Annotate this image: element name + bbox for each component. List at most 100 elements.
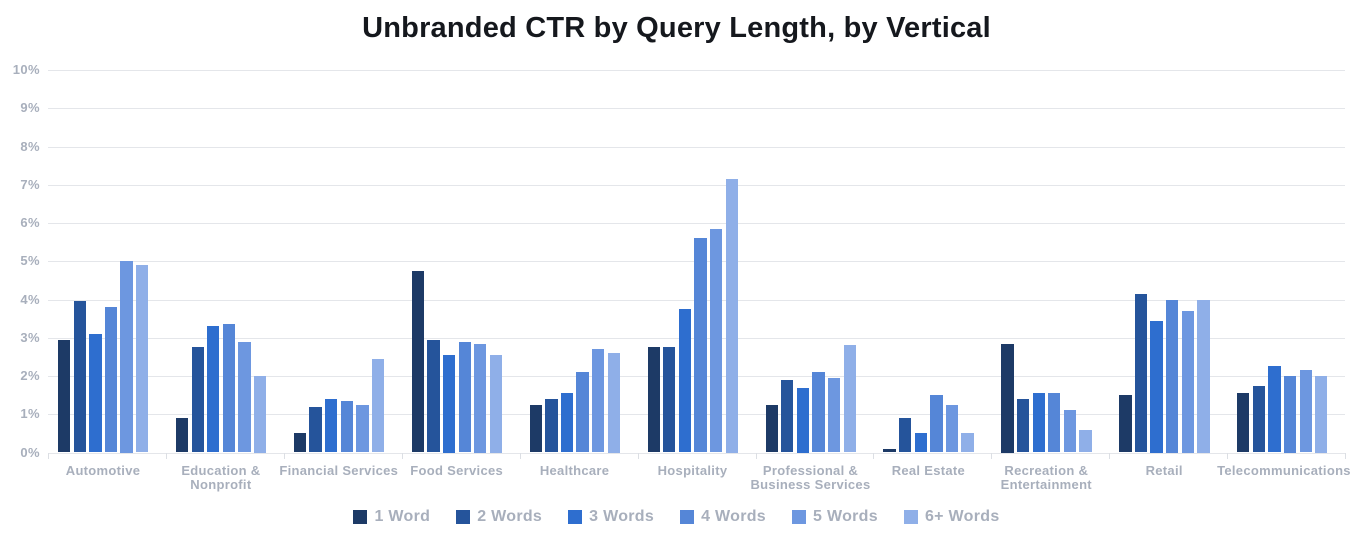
bar — [89, 333, 102, 453]
y-axis-tick-label: 8% — [20, 138, 40, 154]
y-axis-tick-label: 10% — [12, 62, 40, 77]
bar — [945, 404, 959, 453]
legend-item: 3 Words — [568, 508, 654, 526]
bar — [58, 339, 71, 453]
y-axis-tick-label: 4% — [20, 291, 40, 307]
x-axis-category-label: Professional & Business Services — [750, 462, 871, 492]
legend-label: 3 Words — [589, 508, 655, 525]
y-axis-tick-label: 0% — [20, 444, 40, 460]
x-axis-category-label: Telecommunications — [1217, 462, 1351, 478]
bar — [1252, 385, 1266, 453]
x-axis-tick — [283, 452, 285, 459]
y-axis-tick-label: 2% — [20, 368, 40, 383]
bar — [207, 326, 220, 453]
bar — [709, 228, 723, 453]
bar — [104, 307, 118, 453]
gridline — [48, 184, 1345, 186]
bar — [843, 345, 856, 453]
bar — [411, 270, 425, 453]
legend-item: 5 Words — [792, 508, 878, 526]
bar — [694, 238, 707, 453]
bar — [191, 347, 204, 453]
bar — [1166, 299, 1179, 453]
legend-item: 2 Words — [456, 508, 542, 526]
legend-item: 6+ Words — [903, 508, 1000, 526]
y-axis-tick-label: 6% — [20, 215, 40, 230]
x-axis-category-label: Real Estate — [891, 462, 966, 478]
bar — [1315, 376, 1328, 453]
x-axis-category-label: Healthcare — [539, 462, 610, 478]
legend-label: 4 Words — [701, 508, 767, 525]
bar — [961, 433, 974, 453]
bar — [120, 261, 133, 453]
gridline — [48, 108, 1345, 110]
x-axis-tick — [519, 452, 521, 459]
bar — [1299, 370, 1312, 453]
bar — [253, 376, 267, 453]
legend-swatch-icon — [456, 510, 471, 524]
x-axis-category-label: Recreation & Entertainment — [1000, 462, 1092, 492]
x-axis-tick — [1227, 452, 1229, 459]
bar — [325, 398, 338, 453]
x-axis-tick — [991, 452, 993, 459]
bar — [560, 393, 574, 453]
bar — [1181, 311, 1194, 453]
bar — [678, 309, 692, 453]
bar — [1032, 393, 1045, 453]
y-axis-tick-label: 1% — [20, 406, 40, 422]
bar — [576, 372, 589, 453]
bar — [796, 387, 810, 453]
bar — [812, 372, 825, 453]
legend-label: 2 Words — [477, 508, 543, 525]
bar — [1237, 393, 1250, 453]
legend-item: 1 Word — [353, 508, 430, 526]
x-axis-category-label: Automotive — [65, 462, 141, 478]
bar — [175, 418, 189, 453]
bar — [647, 347, 660, 453]
x-axis-tick — [1109, 452, 1111, 459]
bar — [725, 179, 738, 453]
legend-item: 4 Words — [680, 508, 766, 526]
bar — [529, 404, 542, 453]
x-axis-tick — [873, 452, 875, 459]
bar — [474, 343, 487, 453]
legend-label: 1 Word — [374, 508, 431, 525]
bar — [1063, 410, 1077, 453]
gridline — [48, 70, 1345, 71]
x-axis-tick — [755, 452, 757, 459]
x-axis-tick — [637, 452, 639, 459]
bar — [930, 395, 943, 453]
x-axis-category-label: Retail — [1145, 462, 1183, 478]
x-axis-tick — [1345, 452, 1346, 459]
bar — [1134, 293, 1148, 453]
legend-swatch-icon — [568, 510, 583, 524]
x-axis-tick — [401, 452, 403, 459]
bar — [781, 379, 794, 453]
bar — [458, 341, 471, 453]
bar — [309, 406, 322, 453]
y-axis-tick-label: 7% — [20, 176, 40, 192]
legend-label: 5 Words — [813, 508, 878, 525]
bar — [222, 324, 236, 453]
legend-swatch-icon — [903, 510, 918, 524]
bar — [1268, 366, 1281, 453]
bar — [73, 301, 86, 453]
bar — [899, 418, 912, 453]
bar — [238, 341, 251, 453]
y-axis-tick-label: 3% — [20, 329, 40, 345]
legend-swatch-icon — [792, 510, 807, 524]
bar — [607, 353, 620, 453]
legend-swatch-icon — [680, 510, 695, 524]
y-axis-tick-label: 9% — [20, 100, 40, 116]
bar — [293, 433, 307, 453]
bar — [914, 433, 927, 453]
legend-swatch-icon — [353, 510, 368, 524]
bar — [1048, 393, 1061, 453]
bar — [827, 377, 841, 453]
x-axis-tick — [48, 452, 49, 459]
bar — [765, 404, 778, 453]
x-axis-category-label: Hospitality — [657, 462, 728, 478]
bar — [340, 400, 353, 453]
bar — [136, 265, 149, 453]
bar — [489, 355, 503, 453]
